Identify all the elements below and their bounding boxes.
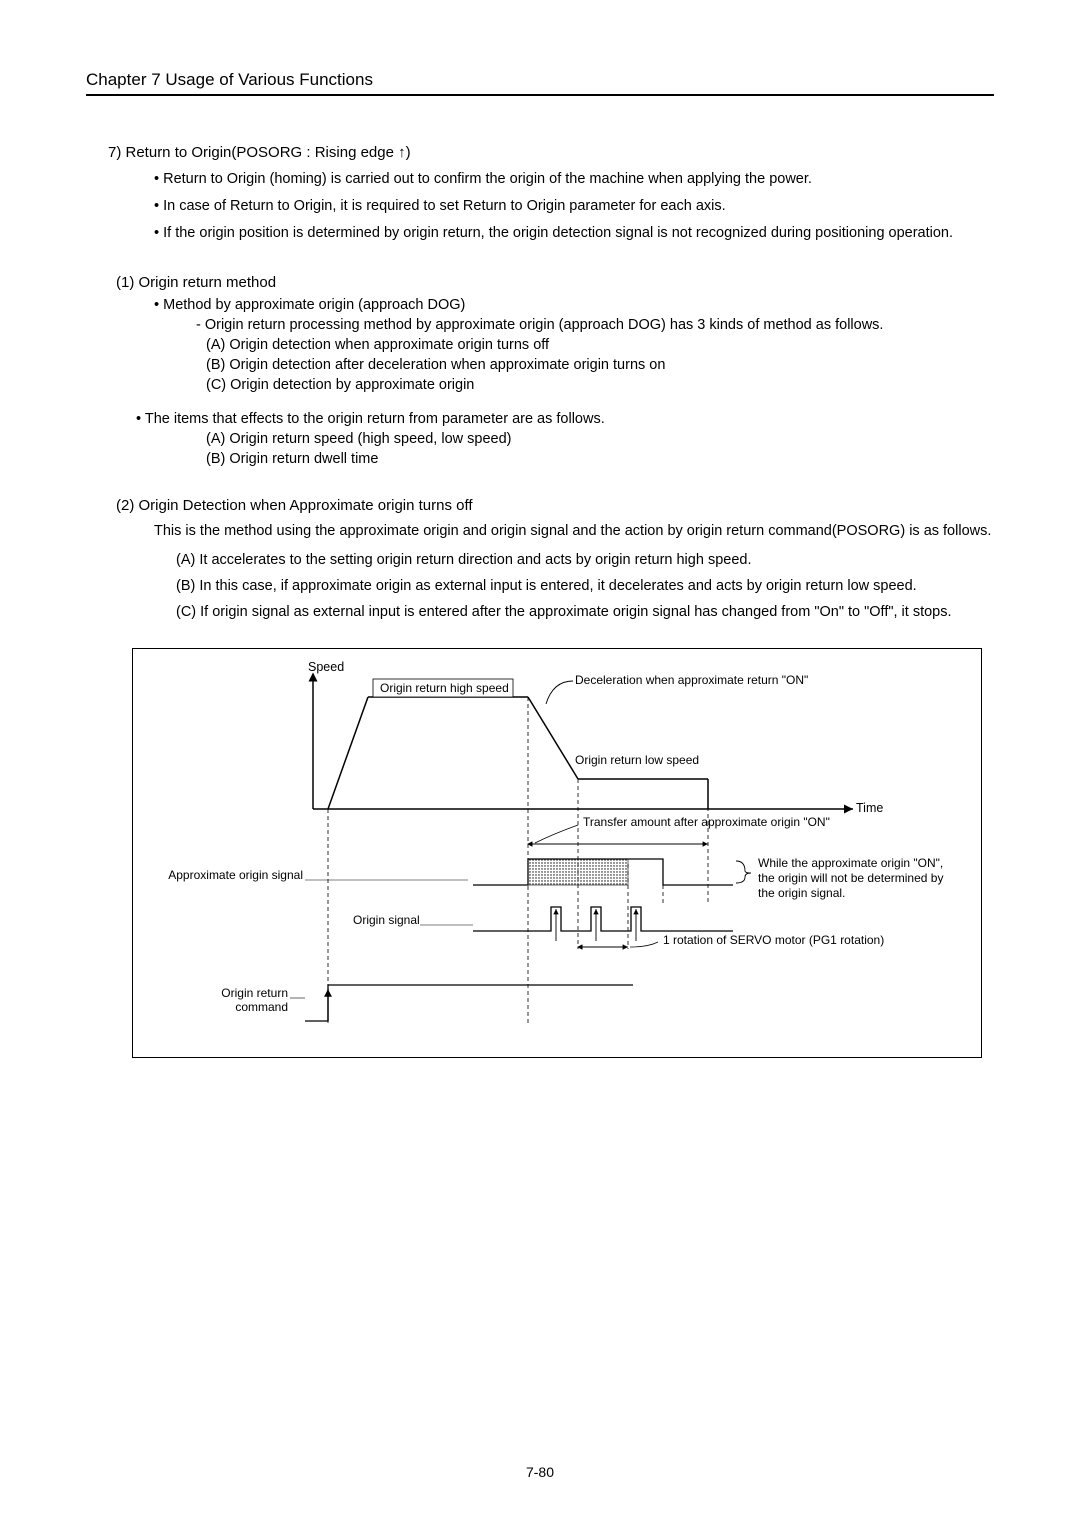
sub1-b2a: (A) Origin return speed (high speed, low… xyxy=(206,431,994,447)
label-time: Time xyxy=(856,801,883,815)
section-7-heading: 7) Return to Origin(POSORG : Rising edge… xyxy=(108,144,994,161)
bullet-7-2: In case of Return to Origin, it is requi… xyxy=(154,196,994,217)
label-speed: Speed xyxy=(308,660,344,674)
sub1-b: (B) Origin detection after deceleration … xyxy=(206,357,994,373)
label-origin-signal: Origin signal xyxy=(353,913,420,927)
label-rotation: 1 rotation of SERVO motor (PG1 rotation) xyxy=(663,933,884,947)
chapter-title: Chapter 7 Usage of Various Functions xyxy=(86,70,994,96)
sub1-c: (C) Origin detection by approximate orig… xyxy=(206,377,994,393)
label-low-speed: Origin return low speed xyxy=(575,753,699,767)
sub1-heading: (1) Origin return method xyxy=(116,274,994,291)
sub1-dash: - Origin return processing method by app… xyxy=(196,317,994,333)
sub2-b: (B) In this case, if approximate origin … xyxy=(176,575,994,597)
label-cmd1: Origin return xyxy=(221,986,288,1000)
note-line1: While the approximate origin "ON", xyxy=(758,856,943,870)
bullet-7-1: Return to Origin (homing) is carried out… xyxy=(154,169,994,190)
sub1-bullet2: The items that effects to the origin ret… xyxy=(136,411,994,427)
sub2-c: (C) If origin signal as external input i… xyxy=(176,601,994,623)
sub1-a: (A) Origin detection when approximate or… xyxy=(206,337,994,353)
note-line2: the origin will not be determined by xyxy=(758,871,943,885)
sub1-b2b: (B) Origin return dwell time xyxy=(206,451,994,467)
sub2-a: (A) It accelerates to the setting origin… xyxy=(176,549,994,571)
page-content: Chapter 7 Usage of Various Functions 7) … xyxy=(0,0,1080,1088)
label-approx-origin: Approximate origin signal xyxy=(168,868,303,882)
label-transfer: Transfer amount after approximate origin… xyxy=(583,815,830,829)
sub1-bullet1: Method by approximate origin (approach D… xyxy=(154,297,994,313)
sub2-heading: (2) Origin Detection when Approximate or… xyxy=(116,497,994,514)
note-line3: the origin signal. xyxy=(758,886,845,900)
label-cmd2: command xyxy=(235,1000,288,1014)
timing-diagram: Speed Time Origin return high speed Dece… xyxy=(132,648,982,1058)
sub2-para: This is the method using the approximate… xyxy=(154,520,994,542)
page-number: 7-80 xyxy=(0,1464,1080,1480)
bullet-7-3: If the origin position is determined by … xyxy=(154,223,994,244)
label-decel: Deceleration when approximate return "ON… xyxy=(575,673,808,687)
label-high-speed: Origin return high speed xyxy=(380,681,509,695)
